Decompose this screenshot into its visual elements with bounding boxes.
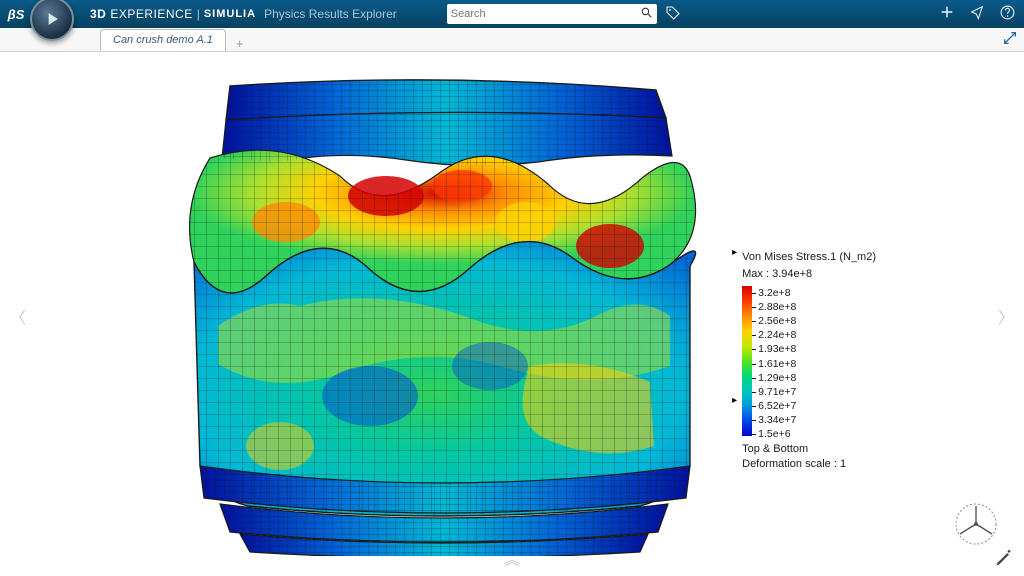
play-icon [42, 9, 62, 29]
add-icon[interactable] [939, 4, 955, 24]
legend-title: Von Mises Stress.1 (N_m2) [742, 250, 876, 265]
search-box[interactable] [447, 4, 657, 24]
search-icon[interactable] [640, 6, 653, 22]
search-input[interactable] [451, 8, 640, 20]
legend-tick: 1.5e+6 [758, 427, 796, 441]
color-legend: Von Mises Stress.1 (N_m2) Max : 3.94e+8 … [742, 250, 876, 471]
share-icon[interactable] [969, 4, 985, 24]
tab-bar: Can crush demo A.1 + [0, 28, 1024, 52]
legend-tick: 2.56e+8 [758, 314, 796, 328]
brand-rest: EXPERIENCE [110, 7, 192, 21]
viewport-3d[interactable]: Von Mises Stress.1 (N_m2) Max : 3.94e+8 … [0, 56, 1024, 576]
legend-tick: 9.71e+7 [758, 385, 796, 399]
legend-max: Max : 3.94e+8 [742, 267, 876, 282]
compass-button[interactable] [30, 0, 74, 41]
orientation-triad-icon[interactable] [952, 500, 1000, 548]
nav-left-chevron[interactable]: 〈 [4, 298, 32, 334]
legend-tick: 1.29e+8 [758, 371, 796, 385]
brand-subtitle: Physics Results Explorer [264, 7, 397, 21]
legend-bottom-arrow-icon: ▸ [732, 394, 737, 408]
brand-title: 3D EXPERIENCE | SIMULIA Physics Results E… [90, 7, 397, 21]
legend-tick: 2.24e+8 [758, 328, 796, 342]
legend-tick: 6.52e+7 [758, 399, 796, 413]
nav-right-chevron[interactable]: 〉 [992, 298, 1020, 334]
brand-bold: 3D [90, 7, 106, 21]
fea-contour-render [170, 66, 710, 556]
topbar-right-actions [939, 0, 1016, 28]
legend-tick: 1.93e+8 [758, 342, 796, 356]
legend-tick: 3.34e+7 [758, 413, 796, 427]
legend-color-bar [742, 286, 752, 436]
tab-active[interactable]: Can crush demo A.1 [100, 29, 226, 51]
legend-ticks: 3.2e+82.88e+82.56e+82.24e+81.93e+81.61e+… [758, 286, 796, 436]
logo-compass-area: βS [0, 0, 80, 41]
nav-bottom-chevron[interactable]: ︽ [504, 546, 520, 570]
brand-divider: | [197, 7, 200, 21]
legend-tick: 2.88e+8 [758, 300, 796, 314]
tab-add-button[interactable]: + [230, 36, 250, 51]
dassault-logo-icon[interactable]: βS [4, 2, 28, 26]
fullscreen-toggle-icon[interactable] [1002, 30, 1018, 51]
legend-footer-1: Top & Bottom [742, 442, 876, 457]
help-icon[interactable] [999, 4, 1016, 25]
legend-tick: 1.61e+8 [758, 357, 796, 371]
brand-product: SIMULIA [204, 8, 256, 20]
legend-tick: 3.2e+8 [758, 286, 796, 300]
legend-footer-2: Deformation scale : 1 [742, 457, 876, 472]
title-bar: βS 3D EXPERIENCE | SIMULIA Physics Result… [0, 0, 1024, 28]
legend-top-arrow-icon: ▸ [732, 246, 737, 260]
annotate-pencil-icon[interactable] [994, 548, 1014, 568]
tag-icon[interactable] [665, 5, 681, 24]
